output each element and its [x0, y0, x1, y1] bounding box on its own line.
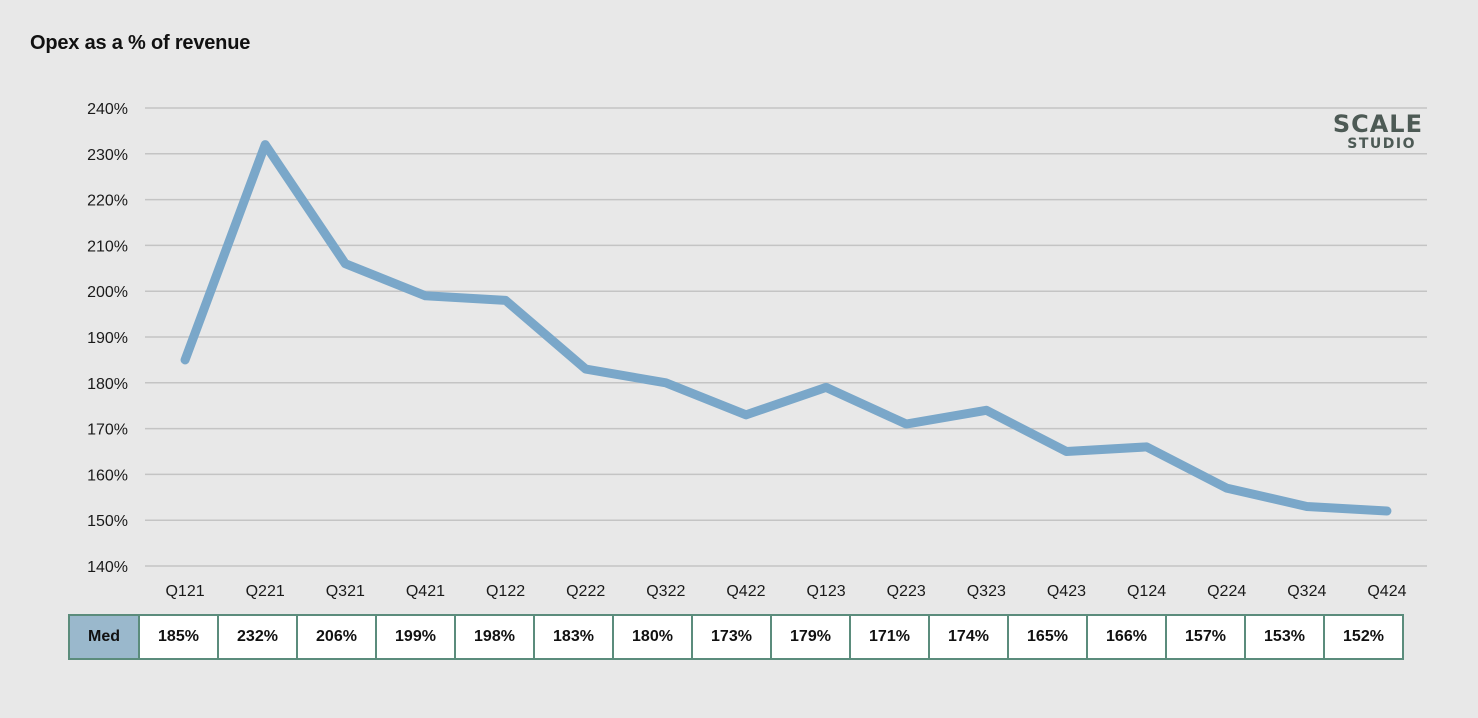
x-tick-label: Q222 — [566, 583, 605, 600]
x-tick-label: Q124 — [1127, 583, 1166, 600]
table-cell-value: 166% — [1086, 614, 1167, 660]
x-tick-label: Q123 — [806, 583, 845, 600]
x-tick-label: Q422 — [726, 583, 765, 600]
y-tick-label: 220% — [87, 193, 128, 210]
y-tick-label: 170% — [87, 422, 128, 439]
x-tick-label: Q324 — [1287, 583, 1326, 600]
x-tick-label: Q122 — [486, 583, 525, 600]
y-tick-label: 180% — [87, 376, 128, 393]
table-row-header: Med — [68, 614, 140, 660]
logo-sub-text: STUDIO — [1347, 136, 1416, 152]
chart-title: Opex as a % of revenue — [30, 32, 251, 54]
table-cell-value: 157% — [1165, 614, 1246, 660]
x-tick-label: Q323 — [967, 583, 1006, 600]
x-tick-label: Q421 — [406, 583, 445, 600]
x-tick-label: Q423 — [1047, 583, 1086, 600]
table-cell-value: 232% — [217, 614, 298, 660]
table-cell-value: 183% — [533, 614, 614, 660]
y-tick-label: 150% — [87, 513, 128, 530]
table-cell-value: 152% — [1323, 614, 1404, 660]
table-cell-value: 198% — [454, 614, 535, 660]
table-cell-value: 185% — [138, 614, 219, 660]
y-tick-label: 210% — [87, 238, 128, 255]
x-tick-label: Q224 — [1207, 583, 1246, 600]
x-tick-label: Q322 — [646, 583, 685, 600]
series-lines — [180, 140, 1392, 516]
y-tick-label: 230% — [87, 147, 128, 164]
table-row-med: Med 185% 232% 206% 199% 198% 183% 180% 173% 179% 1… — [68, 614, 1404, 660]
logo-main-text: SCALE — [1333, 110, 1423, 138]
x-tick-label: Q321 — [326, 583, 365, 600]
y-tick-label: 240% — [87, 101, 128, 118]
table-cell-value: 206% — [296, 614, 377, 660]
line-chart: 140% 150% 160% 170% 180% 190% 200% 210% 220% 230%… — [87, 101, 1427, 600]
x-tick-label: Q223 — [887, 583, 926, 600]
y-tick-label: 200% — [87, 284, 128, 301]
series-line-med — [180, 140, 1392, 516]
data-table: Med 185% 232% 206% 199% 198% 183% 180% 173% 179% 1… — [68, 614, 1404, 660]
y-axis-ticks: 140% 150% 160% 170% 180% 190% 200% 210% 220% 230%… — [87, 101, 128, 576]
x-tick-label: Q424 — [1367, 583, 1406, 600]
table-cell-value: 199% — [375, 614, 456, 660]
gridlines — [145, 107, 1427, 567]
x-tick-label: Q121 — [165, 583, 204, 600]
x-axis-ticks: Q121 Q221 Q321 Q421 Q122 Q222 Q322 Q422 Q123 Q223… — [165, 583, 1406, 600]
y-tick-label: 190% — [87, 330, 128, 347]
scale-studio-logo: SCALE STUDIO — [1333, 110, 1423, 152]
table-cell-value: 153% — [1244, 614, 1325, 660]
table-cell-value: 173% — [691, 614, 772, 660]
table-cell-value: 174% — [928, 614, 1009, 660]
y-tick-label: 140% — [87, 559, 128, 576]
table-cell-value: 165% — [1007, 614, 1088, 660]
y-tick-label: 160% — [87, 467, 128, 484]
table-cell-value: 179% — [770, 614, 851, 660]
table-cell-value: 171% — [849, 614, 930, 660]
table-cell-value: 180% — [612, 614, 693, 660]
x-tick-label: Q221 — [246, 583, 285, 600]
